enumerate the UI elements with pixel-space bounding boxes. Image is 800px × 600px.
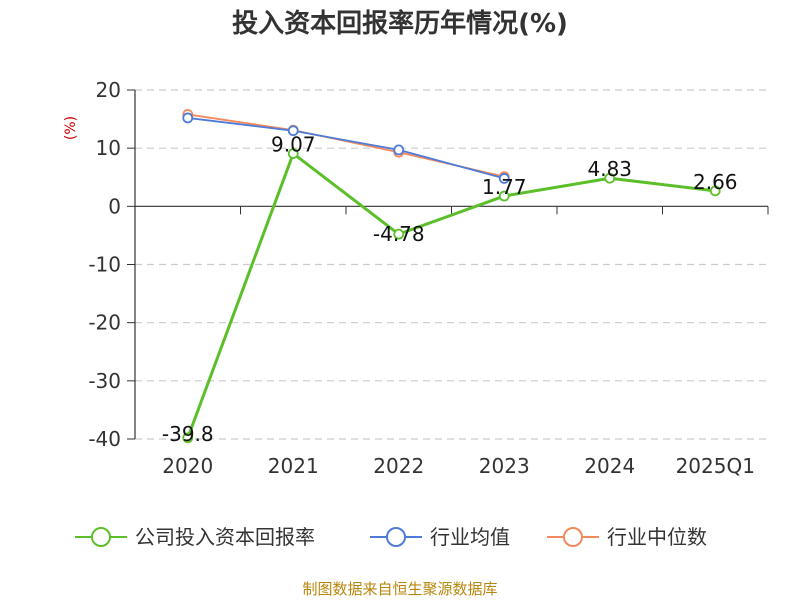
legend-label: 行业中位数 [607,525,707,549]
x-tick-label: 2025Q1 [676,454,755,478]
series-layer [182,109,721,444]
data-point [182,432,194,444]
legend-swatch-marker [91,527,111,547]
x-tick-label: 2024 [584,454,635,478]
source-note: 制图数据来自恒生聚源数据库 [302,580,497,598]
series-line-1 [187,117,505,180]
y-tick-label: 10 [96,136,121,160]
x-tick-label: 2021 [268,454,319,478]
data-label: 9.07 [271,133,316,157]
legend-item-1[interactable]: 行业均值 [370,525,510,549]
y-tick-label: -10 [88,253,121,277]
data-point [604,172,616,184]
data-point [498,190,510,202]
x-tick-label: 2023 [479,454,530,478]
data-label-layer: -39.8 9.07 -4.78 1.77 4.83 2.66 [162,133,738,446]
grid-layer [135,89,768,440]
data-label: 4.83 [587,157,632,181]
chart-title: 投入资本回报率历年情况(%) [232,8,568,39]
y-tick-label: -40 [88,427,121,451]
y-tick-label: 20 [96,78,121,102]
data-point [287,148,299,159]
y-tick-label: 0 [108,194,121,218]
legend-swatch-marker [563,527,583,547]
data-point [393,228,405,240]
data-point [709,185,721,197]
data-point [393,144,405,156]
data-point [498,173,510,184]
data-point [287,125,299,137]
series-line-0 [186,152,716,439]
data-point [182,112,194,124]
y-tick-label: -20 [88,311,121,335]
x-tick-label: 2022 [373,454,424,478]
legend: 公司投入资本回报率 行业均值 行业中位数 [75,525,707,549]
data-label: 1.77 [482,175,527,199]
legend-item-2[interactable]: 行业中位数 [547,525,707,549]
y-axis-label: (%) [63,116,79,140]
data-label: -4.78 [373,222,425,246]
axis-layer: 20 10 0 -10 -20 -30 -40 2020 2021 2022 2023 2024 202… [88,78,769,478]
legend-swatch-marker [386,527,406,547]
data-label: 2.66 [693,170,738,194]
legend-item-0[interactable]: 公司投入资本回报率 [75,525,315,549]
legend-label: 行业均值 [430,525,510,549]
y-tick-label: -30 [88,369,121,393]
data-label: -39.8 [162,422,214,446]
x-tick-label: 2020 [162,454,213,478]
legend-label: 公司投入资本回报率 [135,525,315,549]
